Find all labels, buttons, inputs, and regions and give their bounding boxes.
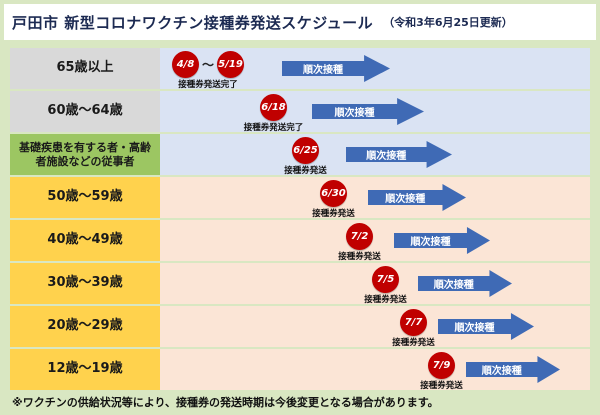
timeline-track: 6/18 接種券発送完了 順次接種 xyxy=(160,91,590,133)
milestone: 7/9 接種券発送 xyxy=(420,352,463,391)
arrow-label: 順次接種 xyxy=(433,280,474,291)
milestone: 7/5 接種券発送 xyxy=(364,266,407,305)
page-title: 戸田市 新型コロナワクチン接種券発送スケジュール xyxy=(12,13,374,32)
date-badge: 6/30 xyxy=(320,180,347,207)
schedule-row: 40歳〜49歳 7/2 接種券発送 順次接種 xyxy=(10,220,590,262)
schedule-row: 50歳〜59歳 6/30 接種券発送 順次接種 xyxy=(10,177,590,219)
schedule-arrow: 順次接種 xyxy=(466,356,560,383)
schedule-table: 65歳以上 4/8 ～ 5/19 接種券発送完了 順次接種 60歳〜64歳 6/… xyxy=(10,48,590,392)
footnote: ※ワクチンの供給状況等により、接種券の発送時期は今後変更となる場合があります。 xyxy=(12,396,439,409)
arrow-label: 順次接種 xyxy=(385,194,426,205)
arrow-label: 順次接種 xyxy=(410,237,451,248)
schedule-arrow: 順次接種 xyxy=(438,313,534,340)
status-label: 接種券発送完了 xyxy=(243,123,304,133)
status-label: 接種券発送 xyxy=(312,209,355,219)
status-label: 接種券発送 xyxy=(364,295,407,305)
date-badge: 7/2 xyxy=(346,223,373,250)
date-badge: 7/9 xyxy=(428,352,455,379)
title-bar: 戸田市 新型コロナワクチン接種券発送スケジュール （令和3年6月25日更新） xyxy=(4,4,596,40)
schedule-row: 基礎疾患を有する者・高齢者施設などの従事者 6/25 接種券発送 順次接種 xyxy=(10,134,590,176)
milestone: 7/2 接種券発送 xyxy=(338,223,381,262)
milestone: 6/25 接種券発送 xyxy=(284,137,327,176)
date-badge: 4/8 xyxy=(172,51,199,78)
tilde-separator: ～ xyxy=(202,58,215,72)
timeline-track: 7/5 接種券発送 順次接種 xyxy=(160,263,590,305)
timeline-track: 7/2 接種券発送 順次接種 xyxy=(160,220,590,262)
date-badge: 5/19 xyxy=(217,51,245,78)
schedule-row: 20歳〜29歳 7/7 接種券発送 順次接種 xyxy=(10,306,590,348)
schedule-row: 60歳〜64歳 6/18 接種券発送完了 順次接種 xyxy=(10,91,590,133)
date-badge: 7/5 xyxy=(372,266,399,293)
age-group-label: 40歳〜49歳 xyxy=(10,220,160,261)
timeline-track: 6/30 接種券発送 順次接種 xyxy=(160,177,590,219)
age-group-label: 60歳〜64歳 xyxy=(10,91,160,132)
updated-date: （令和3年6月25日更新） xyxy=(383,16,513,29)
schedule-arrow: 順次接種 xyxy=(346,141,452,168)
age-group-label: 12歳〜19歳 xyxy=(10,349,160,390)
status-label: 接種券発送 xyxy=(284,166,327,176)
schedule-row: 65歳以上 4/8 ～ 5/19 接種券発送完了 順次接種 xyxy=(10,48,590,90)
age-group-label: 基礎疾患を有する者・高齢者施設などの従事者 xyxy=(10,134,160,175)
timeline-track: 4/8 ～ 5/19 接種券発送完了 順次接種 xyxy=(160,48,590,90)
milestone: 6/18 接種券発送完了 xyxy=(244,94,303,133)
status-label: 接種券発送 xyxy=(420,381,463,391)
timeline-track: 7/9 接種券発送 順次接種 xyxy=(160,349,590,391)
age-group-label: 50歳〜59歳 xyxy=(10,177,160,218)
milestone: 4/8 ～ 5/19 接種券発送完了 xyxy=(172,51,245,90)
age-group-label: 65歳以上 xyxy=(10,48,160,89)
age-group-label: 20歳〜29歳 xyxy=(10,306,160,347)
schedule-arrow: 順次接種 xyxy=(312,98,424,125)
arrow-label: 順次接種 xyxy=(454,323,495,334)
timeline-track: 6/25 接種券発送 順次接種 xyxy=(160,134,590,176)
arrow-label: 順次接種 xyxy=(366,151,407,162)
milestone: 7/7 接種券発送 xyxy=(392,309,435,348)
date-badge: 6/25 xyxy=(292,137,319,164)
date-badge: 7/7 xyxy=(400,309,427,336)
status-label: 接種券発送 xyxy=(338,252,381,262)
schedule-row: 30歳〜39歳 7/5 接種券発送 順次接種 xyxy=(10,263,590,305)
date-badge: 6/18 xyxy=(260,94,287,121)
schedule-arrow: 順次接種 xyxy=(418,270,512,297)
status-label: 接種券発送完了 xyxy=(178,80,238,90)
timeline-track: 7/7 接種券発送 順次接種 xyxy=(160,306,590,348)
schedule-arrow: 順次接種 xyxy=(282,55,390,82)
status-label: 接種券発送 xyxy=(392,338,435,348)
schedule-row: 12歳〜19歳 7/9 接種券発送 順次接種 xyxy=(10,349,590,391)
age-group-label: 30歳〜39歳 xyxy=(10,263,160,304)
milestone: 6/30 接種券発送 xyxy=(312,180,355,219)
schedule-arrow: 順次接種 xyxy=(368,184,466,211)
arrow-label: 順次接種 xyxy=(481,366,522,377)
arrow-label: 順次接種 xyxy=(334,108,375,119)
arrow-label: 順次接種 xyxy=(303,65,344,76)
schedule-arrow: 順次接種 xyxy=(394,227,490,254)
